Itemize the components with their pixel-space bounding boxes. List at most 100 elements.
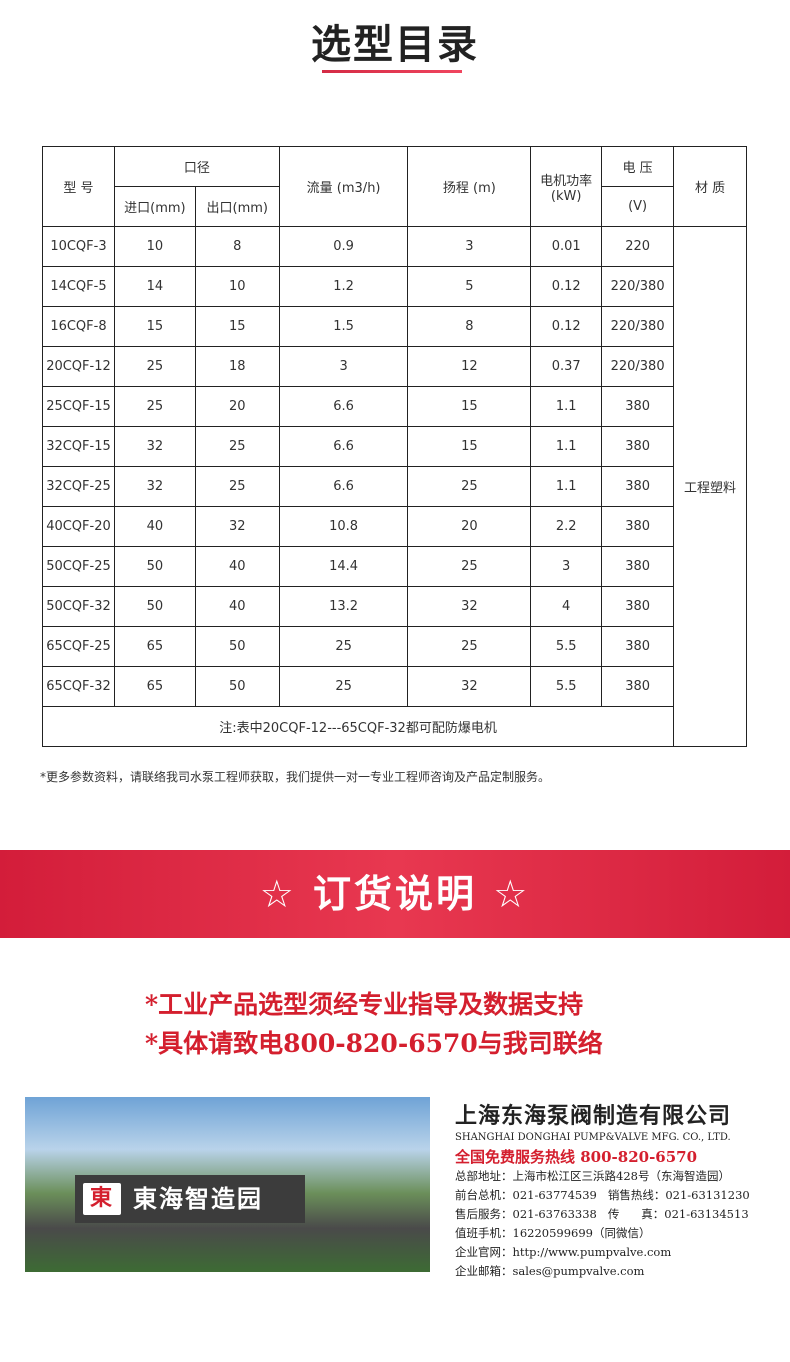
info-address: 总部地址：上海市松江区三浜路428号（东海智造园） <box>455 1169 730 1183</box>
company-en-name: SHANGHAI DONGHAI PUMP&VALVE MFG. CO., LT… <box>455 1132 731 1143</box>
cell-power: 2.2 <box>530 506 603 547</box>
cell-inlet: 40 <box>113 506 196 547</box>
cell-model: 50CQF-32 <box>42 586 115 627</box>
cell-voltage: 380 <box>601 586 675 627</box>
cell-head: 15 <box>407 426 532 467</box>
cell-model: 32CQF-25 <box>42 466 115 507</box>
cell-flow: 6.6 <box>278 426 409 467</box>
cell-outlet: 40 <box>194 586 280 627</box>
cell-power: 1.1 <box>530 426 603 467</box>
table-row: 50CQF-25 50 40 14.4 25 3 380 <box>42 546 747 587</box>
cell-voltage: 380 <box>601 546 675 587</box>
company-cn-name: 上海东海泵阀制造有限公司 <box>455 1104 732 1129</box>
order-banner: ☆ 订货说明 ☆ <box>0 850 790 938</box>
cell-power: 0.01 <box>530 226 603 267</box>
cell-model: 20CQF-12 <box>42 346 115 387</box>
order-line-2: *具体请致电800-820-6570与我司联络 <box>145 1029 603 1058</box>
cell-flow: 13.2 <box>278 586 409 627</box>
sign-text: 東海智造园 <box>133 1185 263 1213</box>
cell-voltage: 380 <box>601 666 675 707</box>
info-service: 售后服务：021-63763338 传 真：021-63134513 <box>455 1207 749 1221</box>
cell-flow: 10.8 <box>278 506 409 547</box>
info-website[interactable]: 企业官网：http://www.pumpvalve.com <box>455 1245 672 1259</box>
cell-head: 12 <box>407 346 532 387</box>
table-row: 16CQF-8 15 15 1.5 8 0.12 220/380 <box>42 306 747 347</box>
cell-voltage: 220/380 <box>601 346 675 387</box>
header-flow: 流量 (m3/h) <box>278 146 409 227</box>
table-row: 25CQF-15 25 20 6.6 15 1.1 380 <box>42 386 747 427</box>
table-row: 32CQF-25 32 25 6.6 25 1.1 380 <box>42 466 747 507</box>
page-title: 选型目录 <box>311 22 479 68</box>
cell-outlet: 10 <box>194 266 280 307</box>
selection-table: 型 号 口径 流量 (m3/h) 扬程 (m) 电机功率 (kW) 电 压 材 质… <box>41 146 747 747</box>
company-info: 上海东海泵阀制造有限公司 SHANGHAI DONGHAI PUMP&VALVE… <box>455 1098 775 1281</box>
cell-model: 50CQF-25 <box>42 546 115 587</box>
cell-power: 0.12 <box>530 266 603 307</box>
header-inlet: 进口(mm) <box>113 186 196 227</box>
cell-head: 25 <box>407 626 532 667</box>
cell-outlet: 15 <box>194 306 280 347</box>
table-row: 14CQF-5 14 10 1.2 5 0.12 220/380 <box>42 266 747 307</box>
cell-voltage: 380 <box>601 626 675 667</box>
cell-flow: 1.5 <box>278 306 409 347</box>
table-row: 32CQF-15 32 25 6.6 15 1.1 380 <box>42 426 747 467</box>
cell-inlet: 10 <box>113 226 196 267</box>
cell-model: 65CQF-32 <box>42 666 115 707</box>
cell-outlet: 25 <box>194 466 280 507</box>
cell-inlet: 50 <box>113 546 196 587</box>
cell-power: 5.5 <box>530 666 603 707</box>
cell-head: 25 <box>407 546 532 587</box>
cell-head: 5 <box>407 266 532 307</box>
table-row: 40CQF-20 40 32 10.8 20 2.2 380 <box>42 506 747 547</box>
cell-inlet: 25 <box>113 386 196 427</box>
header-voltage: 电 压 <box>601 146 675 187</box>
table-row: 65CQF-32 65 50 25 32 5.5 380 <box>42 666 747 707</box>
cell-flow: 6.6 <box>278 386 409 427</box>
cell-model: 14CQF-5 <box>42 266 115 307</box>
header-outlet: 出口(mm) <box>194 186 280 227</box>
cell-voltage: 220/380 <box>601 306 675 347</box>
cell-outlet: 18 <box>194 346 280 387</box>
cell-power: 4 <box>530 586 603 627</box>
info-mobile: 值班手机：16220599699（同微信） <box>455 1226 651 1240</box>
header-head: 扬程 (m) <box>407 146 532 227</box>
cell-outlet: 50 <box>194 666 280 707</box>
cell-flow: 25 <box>278 626 409 667</box>
header-material: 材 质 <box>673 146 747 227</box>
cell-inlet: 32 <box>113 466 196 507</box>
cell-voltage: 220/380 <box>601 266 675 307</box>
cell-outlet: 50 <box>194 626 280 667</box>
order-line-1: *工业产品选型须经专业指导及数据支持 <box>145 990 584 1019</box>
power-unit: (kW) <box>550 188 582 204</box>
cell-power: 1.1 <box>530 466 603 507</box>
footnote: *更多参数资料，请联络我司水泵工程师获取，我们提供一对一专业工程师咨询及产品定制… <box>40 770 551 784</box>
company-logo-icon: 東 <box>83 1183 121 1215</box>
cell-model: 65CQF-25 <box>42 626 115 667</box>
cell-outlet: 40 <box>194 546 280 587</box>
cell-outlet: 20 <box>194 386 280 427</box>
header-voltage-unit: (V) <box>601 186 675 227</box>
cell-head: 15 <box>407 386 532 427</box>
header-model: 型 号 <box>42 146 115 227</box>
factory-sign: 東 東海智造园 <box>75 1175 305 1223</box>
info-email[interactable]: 企业邮箱：sales@pumpvalve.com <box>455 1264 645 1278</box>
table-row: 50CQF-32 50 40 13.2 32 4 380 <box>42 586 747 627</box>
table-row: 20CQF-12 25 18 3 12 0.37 220/380 <box>42 346 747 387</box>
cell-power: 1.1 <box>530 386 603 427</box>
cell-inlet: 65 <box>113 666 196 707</box>
title-underline <box>322 70 462 73</box>
cell-voltage: 220 <box>601 226 675 267</box>
cell-voltage: 380 <box>601 386 675 427</box>
table-note: 注:表中20CQF-12---65CQF-32都可配防爆电机 <box>41 706 675 747</box>
cell-head: 32 <box>407 666 532 707</box>
cell-head: 25 <box>407 466 532 507</box>
cell-model: 16CQF-8 <box>42 306 115 347</box>
cell-voltage: 380 <box>601 466 675 507</box>
header-caliber: 口径 <box>113 146 280 187</box>
table-row: 10CQF-3 10 8 0.9 3 0.01 220 工程塑料 <box>42 226 747 747</box>
cell-model: 10CQF-3 <box>42 226 115 267</box>
cell-inlet: 65 <box>113 626 196 667</box>
cell-model: 25CQF-15 <box>42 386 115 427</box>
cell-power: 3 <box>530 546 603 587</box>
cell-flow: 3 <box>278 346 409 387</box>
